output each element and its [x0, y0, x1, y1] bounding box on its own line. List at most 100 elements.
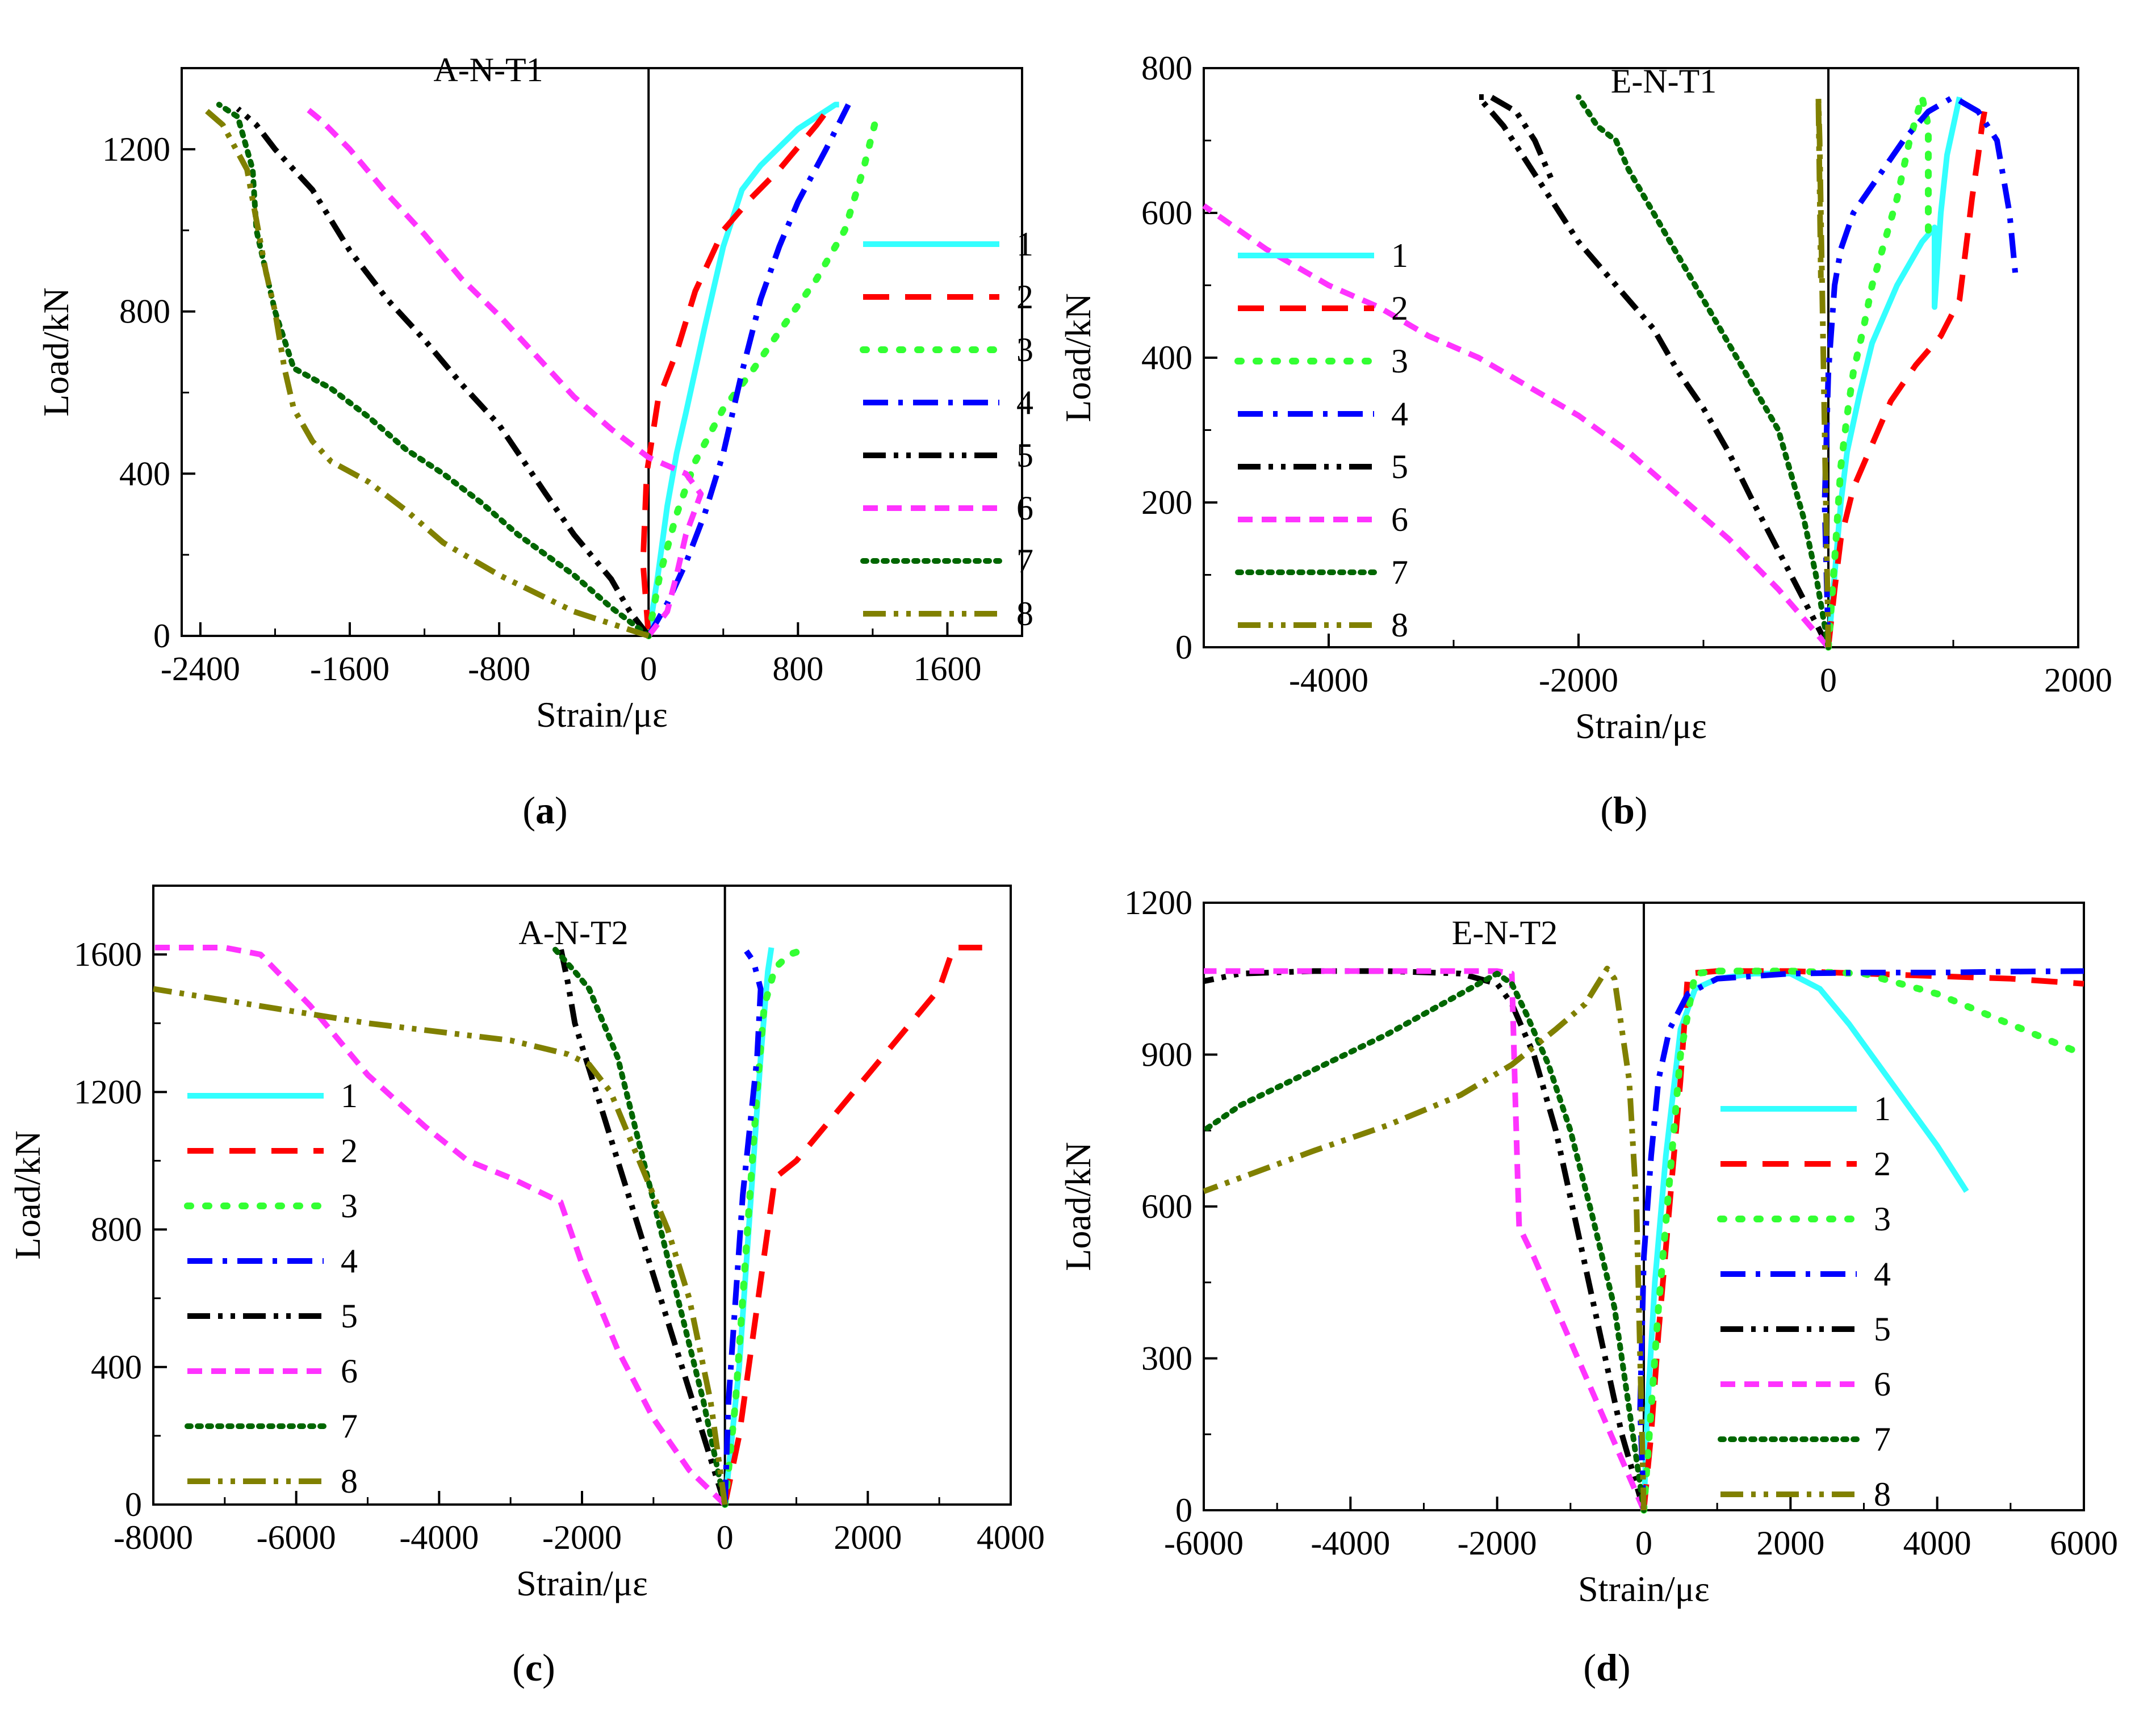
panel-d-y-tick-label: 1200 — [1124, 884, 1192, 921]
panel-c-legend: 1 2 3 4 5 6 7 8 — [184, 1077, 358, 1500]
panel-b-series-line-4 — [1822, 94, 2019, 648]
panel-a-series-group — [202, 102, 878, 639]
panel-c-legend-label-3: 3 — [341, 1187, 358, 1225]
panel-b-legend-label-6: 6 — [1391, 501, 1408, 538]
panel-a-series-line-4 — [646, 103, 851, 638]
panel-a-y-tick-label: 800 — [119, 293, 170, 330]
panel-d-legend-label-1: 1 — [1874, 1090, 1891, 1128]
panel-a-legend-label-4: 4 — [1016, 384, 1033, 421]
panel-a-x-tick-label: -2400 — [161, 650, 240, 688]
panel-d-legend-label-6: 6 — [1874, 1365, 1891, 1403]
panel-a-x-axis-title: Strain/με — [536, 694, 668, 735]
panel-c-series-line-4 — [722, 949, 764, 1505]
panel-b-y-tick-label: 400 — [1141, 339, 1192, 376]
panel-b-legend-label-7: 7 — [1391, 554, 1408, 591]
panel-a-y-tick-label: 1200 — [102, 131, 170, 168]
panel-a-legend-label-1: 1 — [1016, 225, 1033, 263]
panel-c-x-tick-label: -8000 — [114, 1519, 193, 1556]
panel-d-legend-label-4: 4 — [1874, 1255, 1891, 1293]
panel-c-x-axis-title: Strain/με — [516, 1563, 648, 1603]
panel-c: -8000 -6000 -4000 -2000 0 2000 4000 0 400 800 1200… — [7, 885, 1045, 1689]
panel-c-legend-label-1: 1 — [341, 1077, 358, 1115]
panel-b-series-group — [1202, 94, 2019, 651]
panel-a-series-line-6 — [305, 106, 704, 638]
panel-c-y-tick-label: 1600 — [74, 936, 142, 973]
panel-b-legend-label-1: 1 — [1391, 237, 1408, 274]
panel-b-legend: 1 2 3 4 5 6 7 8 — [1234, 237, 1408, 644]
panel-a-legend-label-7: 7 — [1016, 542, 1033, 580]
panel-c-x-tick-label: -6000 — [257, 1519, 336, 1556]
panel-b-y-axis-title: Load/kN — [1058, 293, 1098, 422]
panel-d-x-tick-label: -2000 — [1458, 1524, 1537, 1562]
panel-b-legend-label-8: 8 — [1391, 606, 1408, 644]
panel-a-series-line-8 — [202, 106, 650, 639]
panel-c-legend-label-5: 5 — [341, 1297, 358, 1335]
panel-d-series-line-6 — [1204, 968, 1647, 1511]
panel-b-legend-label-4: 4 — [1391, 395, 1408, 433]
panel-d-panel-letter: d — [1596, 1646, 1618, 1689]
panel-b-title: E-N-T1 — [1611, 62, 1717, 100]
panel-a-legend-label-8: 8 — [1016, 595, 1033, 632]
panel-c-legend-label-7: 7 — [341, 1407, 358, 1445]
panel-b-panel-label: (b) — [1600, 789, 1647, 832]
panel-b-x-tick-label: 2000 — [2044, 661, 2112, 699]
panel-c-series-line-5 — [558, 946, 728, 1506]
panel-d-x-tick-label: 6000 — [2050, 1524, 2118, 1562]
panel-c-legend-label-6: 6 — [341, 1352, 358, 1390]
panel-a-legend-label-5: 5 — [1016, 437, 1033, 474]
panel-a-x-tick-label: 0 — [640, 650, 657, 688]
panel-d-legend-label-8: 8 — [1874, 1476, 1891, 1513]
panel-c-legend-label-4: 4 — [341, 1242, 358, 1280]
panel-d: -6000 -4000 -2000 0 2000 4000 6000030060090012… — [1058, 884, 2118, 1689]
panel-c-title: A-N-T2 — [518, 914, 628, 952]
panel-a-panel-letter: a — [535, 789, 555, 832]
panel-a-series-line-2 — [640, 103, 834, 636]
panel-b-x-tick-label: -4000 — [1289, 661, 1368, 699]
panel-a-legend-label-6: 6 — [1016, 489, 1033, 527]
panel-a-x-tick-label: 800 — [772, 650, 823, 688]
panel-d-title: E-N-T2 — [1452, 914, 1558, 952]
panel-b-y-tick-label: 200 — [1141, 484, 1192, 521]
panel-a-x-tick-label: -1600 — [310, 650, 390, 688]
panel-a-legend: 1 2 3 4 5 6 7 8 — [860, 225, 1033, 632]
panel-b-y-tick-label: 600 — [1141, 194, 1192, 232]
panel-d-series-line-5 — [1203, 968, 1647, 1511]
panel-c-series-line-8 — [153, 986, 728, 1505]
panel-a-series-line-5 — [236, 106, 651, 638]
panel-d-x-tick-label: -4000 — [1311, 1524, 1390, 1562]
panel-a-legend-label-3: 3 — [1016, 331, 1033, 368]
panel-c-y-axis-title: Load/kN — [7, 1130, 48, 1260]
panel-d-y-axis-title: Load/kN — [1058, 1142, 1098, 1271]
panel-b-x-tick-label: -2000 — [1539, 661, 1618, 699]
panel-c-series-group — [153, 945, 982, 1508]
panel-d-y-tick-label: 900 — [1141, 1036, 1192, 1074]
panel-c-x-tick-label: -2000 — [542, 1519, 622, 1556]
panel-a-series-line-1 — [646, 102, 839, 636]
panel-c-series-line-6 — [153, 945, 727, 1507]
panel-b-legend-label-2: 2 — [1391, 290, 1408, 327]
panel-c-x-tick-label: 4000 — [977, 1519, 1045, 1556]
panel-b: -4000 -2000 0 2000 0 200 400 600 800 Strain/με Loa… — [1058, 49, 2112, 832]
panel-b-series-line-5 — [1476, 94, 1831, 649]
panel-d-panel-label: (d) — [1583, 1646, 1630, 1689]
panel-a-x-tick-label: -800 — [468, 650, 530, 688]
panel-d-series-line-3 — [1640, 967, 2087, 1514]
panel-a-y-tick-label: 400 — [119, 455, 170, 492]
panel-b-series-line-7 — [1576, 94, 1831, 650]
panel-d-x-tick-label: 2000 — [1756, 1524, 1824, 1562]
panel-c-legend-label-8: 8 — [341, 1463, 358, 1500]
panel-b-series-line-1 — [1826, 96, 1962, 648]
panel-c-legend-label-2: 2 — [341, 1132, 358, 1170]
panel-d-x-tick-label: -6000 — [1164, 1524, 1244, 1562]
panel-a: -2400 -1600 -800 0 800 1600 0 400 800 1200 Strain/… — [36, 51, 1033, 832]
panel-b-y-tick-label: 800 — [1141, 49, 1192, 87]
panel-d-legend-label-2: 2 — [1874, 1145, 1891, 1183]
panel-c-x-tick-label: 0 — [717, 1519, 734, 1556]
panel-b-y-tick-label: 0 — [1175, 629, 1192, 666]
panel-a-panel-label: (a) — [522, 789, 567, 832]
panel-d-series-line-1 — [1641, 970, 1969, 1511]
panel-b-series-line-8 — [1815, 94, 1831, 648]
panel-d-series-group — [1201, 965, 2087, 1514]
panel-a-series-line-3 — [645, 121, 878, 639]
